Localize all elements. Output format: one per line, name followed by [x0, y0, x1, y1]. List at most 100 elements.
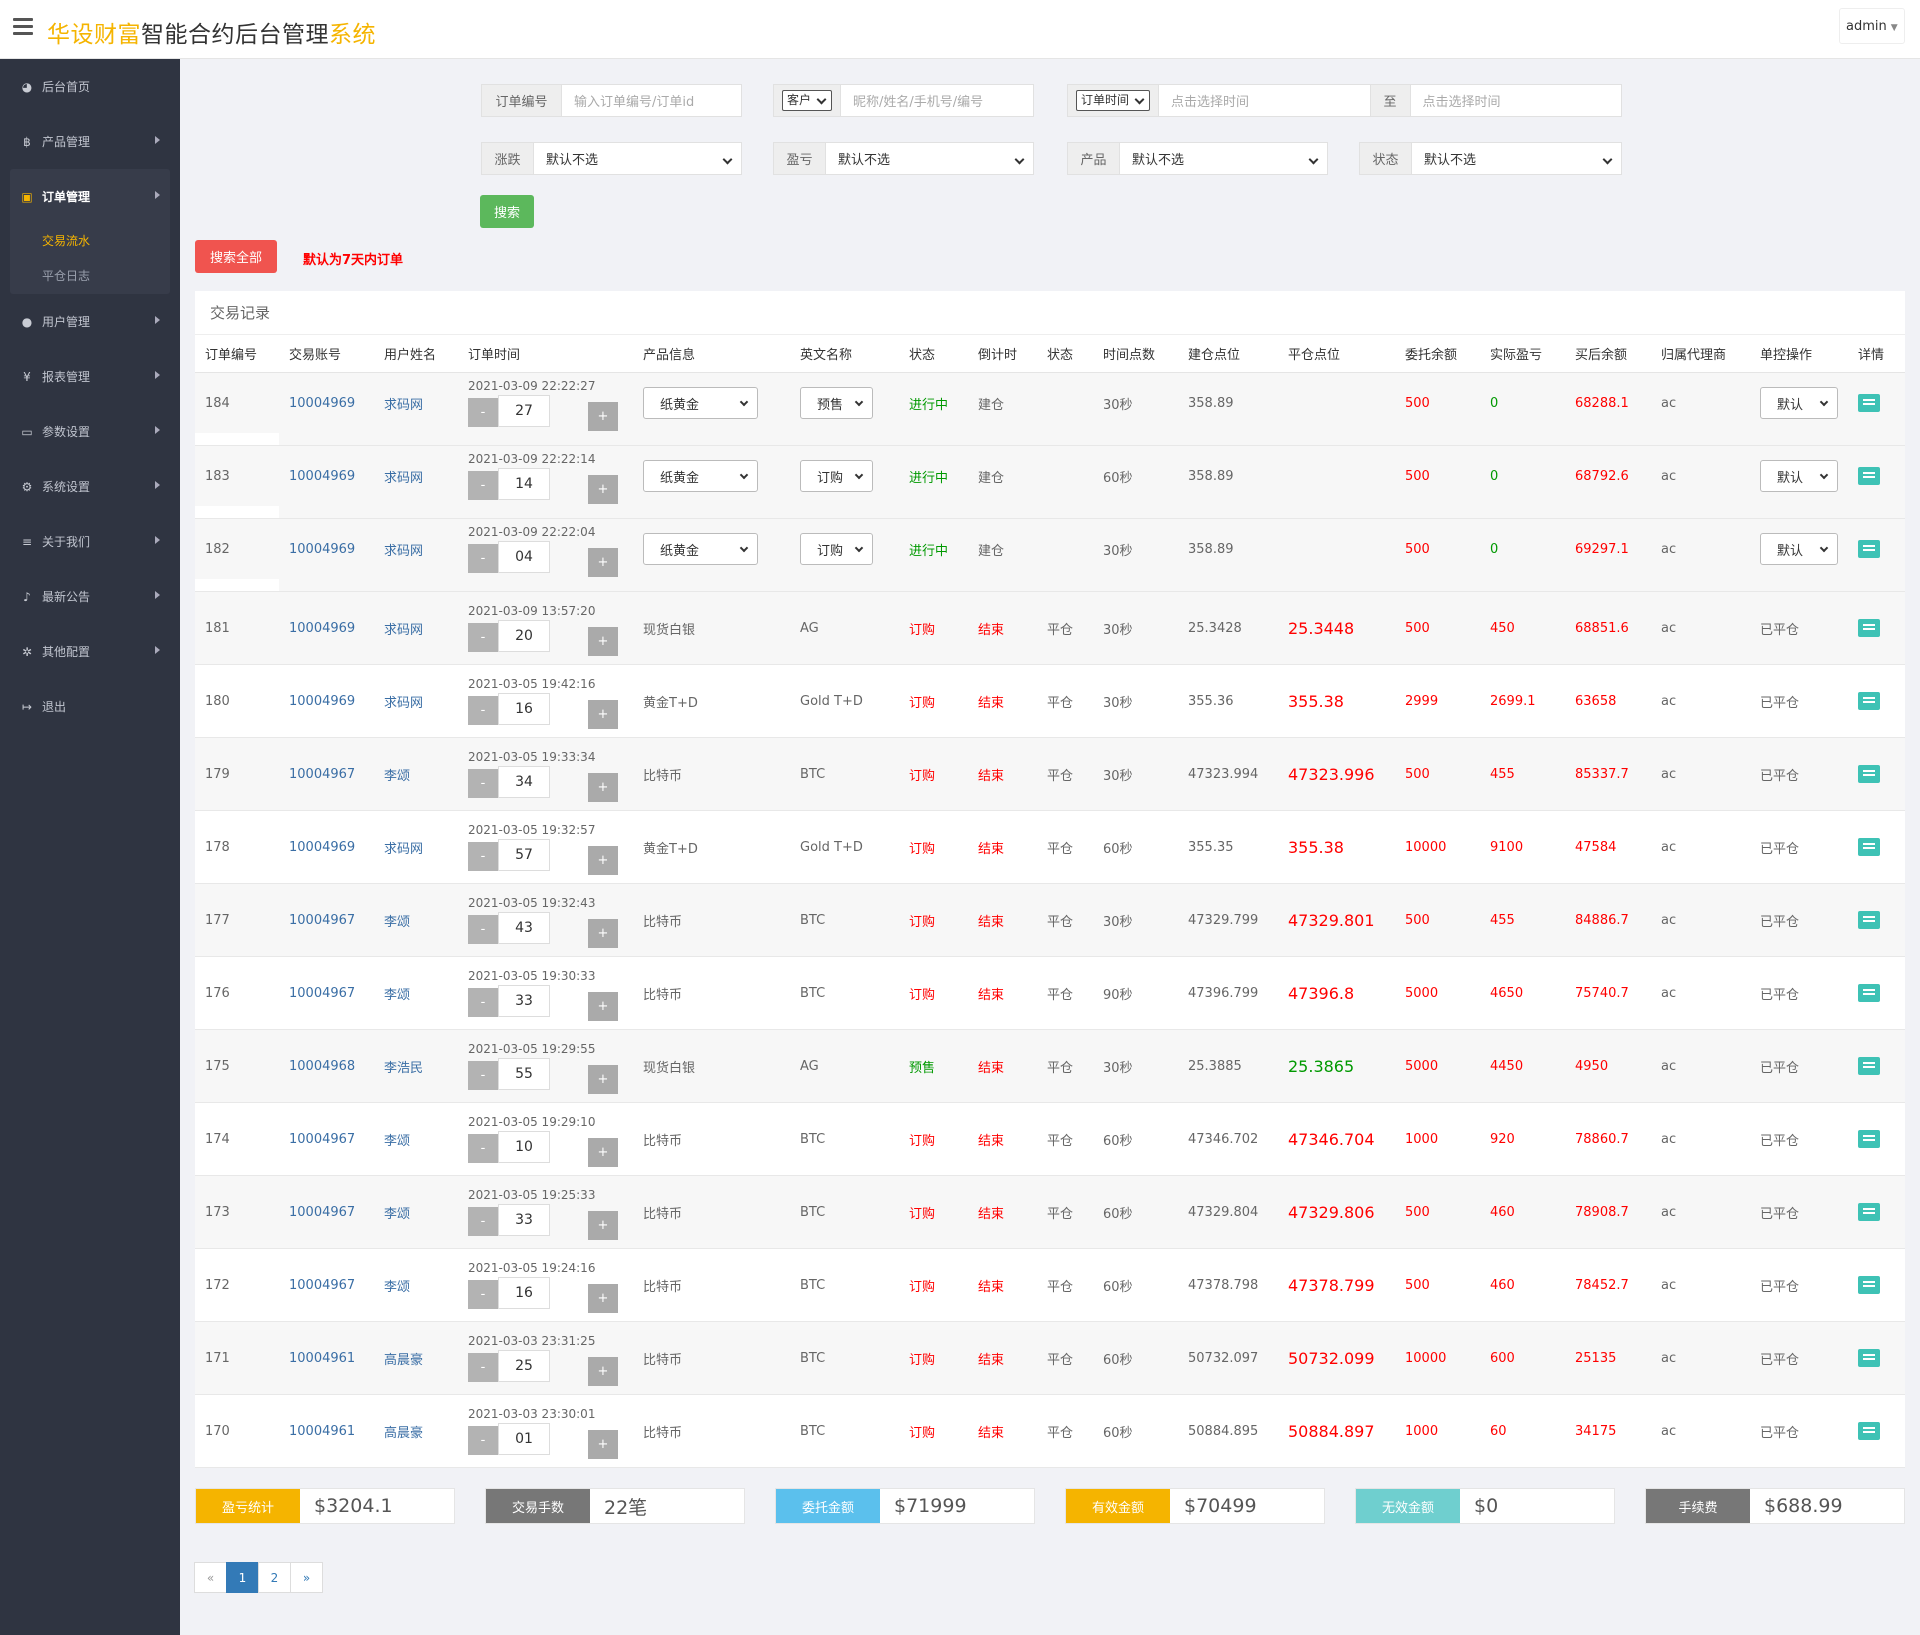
plus-button[interactable]: + [588, 1065, 618, 1094]
search-all-button[interactable]: 搜索全部 [195, 240, 277, 273]
customer-type-select[interactable]: 客户 [774, 85, 842, 116]
stepper-value[interactable]: 25 [498, 1350, 550, 1382]
detail-icon[interactable] [1858, 838, 1880, 856]
minus-button[interactable]: - [468, 842, 498, 871]
stepper-value[interactable]: 27 [498, 395, 550, 427]
detail-icon[interactable] [1858, 467, 1880, 485]
user-menu[interactable]: admin ▼ [1839, 8, 1905, 44]
detail-icon[interactable] [1858, 984, 1880, 1002]
customer-input[interactable]: 昵称/姓名/手机号/编号 [853, 95, 984, 110]
control-select[interactable]: 默认 [1760, 387, 1838, 419]
minus-button[interactable]: - [468, 1134, 498, 1163]
plus-button[interactable]: + [588, 846, 618, 875]
pl-select[interactable]: 默认不选 [826, 143, 1033, 174]
product-select[interactable]: 纸黄金 [643, 387, 758, 419]
detail-icon[interactable] [1858, 1422, 1880, 1440]
minus-button[interactable]: - [468, 1353, 498, 1382]
stepper-value[interactable]: 33 [498, 1204, 550, 1236]
detail-icon[interactable] [1858, 1130, 1880, 1148]
stepper-value[interactable]: 04 [498, 541, 550, 573]
sidebar-subitem-0[interactable]: 交易流水 [42, 234, 91, 248]
plus-button[interactable]: + [588, 402, 618, 431]
time-type-select[interactable]: 订单时间 [1068, 85, 1160, 116]
stepper-value[interactable]: 20 [498, 620, 550, 652]
search-button[interactable]: 搜索 [480, 195, 534, 228]
detail-icon[interactable] [1858, 1203, 1880, 1221]
sidebar-item-8[interactable]: ♪ 最新公告 [0, 569, 180, 624]
sidebar-item-10[interactable]: ↦ 退出 [0, 679, 180, 734]
sidebar-item-0[interactable]: ◕ 后台首页 [0, 59, 180, 114]
plus-button[interactable]: + [588, 1138, 618, 1167]
minus-button[interactable]: - [468, 988, 498, 1017]
product-select[interactable]: 纸黄金 [643, 460, 758, 492]
detail-icon[interactable] [1858, 765, 1880, 783]
detail-icon[interactable] [1858, 692, 1880, 710]
sidebar-item-7[interactable]: ≡ 关于我们 [0, 514, 180, 569]
plus-button[interactable]: + [588, 1430, 618, 1459]
plus-button[interactable]: + [588, 1357, 618, 1386]
next-page-button[interactable]: » [290, 1562, 323, 1593]
prev-page-button[interactable]: « [194, 1562, 227, 1593]
minus-button[interactable]: - [468, 696, 498, 725]
sidebar-subitem-1[interactable]: 平仓日志 [42, 269, 91, 283]
plus-button[interactable]: + [588, 548, 618, 577]
stepper-value[interactable]: 10 [498, 1131, 550, 1163]
plus-button[interactable]: + [588, 475, 618, 504]
minus-button[interactable]: - [468, 915, 498, 944]
time-end-input[interactable]: 点击选择时间 [1422, 95, 1501, 110]
minus-button[interactable]: - [468, 544, 498, 573]
page-button[interactable]: 2 [258, 1562, 291, 1593]
sidebar-item-4[interactable]: ¥ 报表管理 [0, 349, 180, 404]
page-button[interactable]: 1 [226, 1562, 259, 1593]
menu-toggle-icon[interactable] [13, 18, 33, 36]
minus-button[interactable]: - [468, 1280, 498, 1309]
sidebar-item-9[interactable]: ✲ 其他配置 [0, 624, 180, 679]
stepper-value[interactable]: 16 [498, 1277, 550, 1309]
updown-select[interactable]: 默认不选 [534, 143, 741, 174]
minus-button[interactable]: - [468, 398, 498, 427]
plus-button[interactable]: + [588, 919, 618, 948]
plus-button[interactable]: + [588, 700, 618, 729]
control-select[interactable]: 默认 [1760, 460, 1838, 492]
minus-button[interactable]: - [468, 1426, 498, 1455]
stepper-value[interactable]: 55 [498, 1058, 550, 1090]
stepper-value[interactable]: 14 [498, 468, 550, 500]
minus-button[interactable]: - [468, 1207, 498, 1236]
plus-button[interactable]: + [588, 773, 618, 802]
product-select[interactable]: 默认不选 [1120, 143, 1327, 174]
plus-button[interactable]: + [588, 1211, 618, 1240]
detail-icon[interactable] [1858, 394, 1880, 412]
detail-icon[interactable] [1858, 1349, 1880, 1367]
sidebar-item-3[interactable]: ● 用户管理 [0, 294, 180, 349]
status-select[interactable]: 默认不选 [1412, 143, 1621, 174]
product-select[interactable]: 纸黄金 [643, 533, 758, 565]
detail-icon[interactable] [1858, 1276, 1880, 1294]
plus-button[interactable]: + [588, 627, 618, 656]
detail-icon[interactable] [1858, 619, 1880, 637]
stepper-value[interactable]: 33 [498, 985, 550, 1017]
direction-select[interactable]: 订购 [800, 533, 873, 565]
sidebar-item-5[interactable]: ▭ 参数设置 [0, 404, 180, 459]
time-start-input[interactable]: 点击选择时间 [1159, 85, 1371, 116]
sidebar-item-6[interactable]: ⚙ 系统设置 [0, 459, 180, 514]
minus-button[interactable]: - [468, 623, 498, 652]
plus-button[interactable]: + [588, 1284, 618, 1313]
detail-icon[interactable] [1858, 1057, 1880, 1075]
direction-select[interactable]: 订购 [800, 460, 873, 492]
detail-icon[interactable] [1858, 911, 1880, 929]
direction-select[interactable]: 预售 [800, 387, 873, 419]
stepper-value[interactable]: 43 [498, 912, 550, 944]
order-no-input[interactable]: 输入订单编号/订单id [574, 95, 695, 110]
minus-button[interactable]: - [468, 1061, 498, 1090]
plus-button[interactable]: + [588, 992, 618, 1021]
stepper-value[interactable]: 57 [498, 839, 550, 871]
stepper-value[interactable]: 34 [498, 766, 550, 798]
sidebar-item-1[interactable]: ฿ 产品管理 [0, 114, 180, 169]
stepper-value[interactable]: 16 [498, 693, 550, 725]
stepper-value[interactable]: 01 [498, 1423, 550, 1455]
control-select[interactable]: 默认 [1760, 533, 1838, 565]
sidebar-item-2[interactable]: ▣ 订单管理 [10, 169, 170, 224]
minus-button[interactable]: - [468, 471, 498, 500]
detail-icon[interactable] [1858, 540, 1880, 558]
minus-button[interactable]: - [468, 769, 498, 798]
